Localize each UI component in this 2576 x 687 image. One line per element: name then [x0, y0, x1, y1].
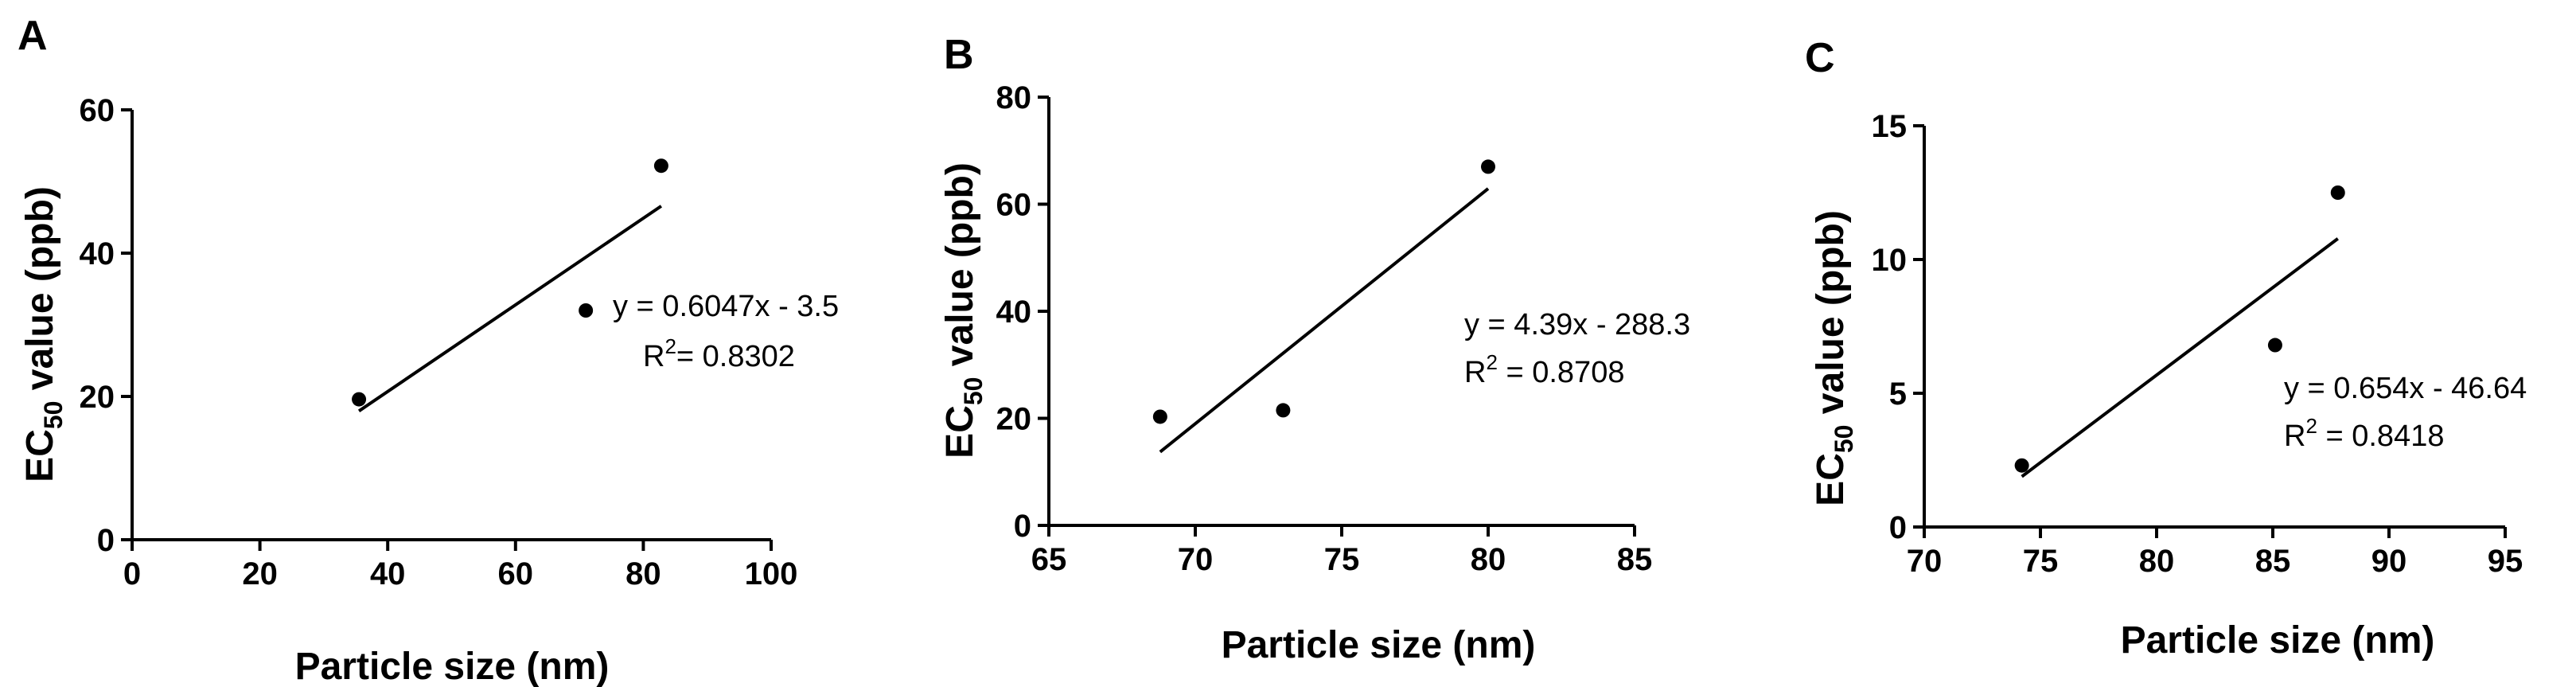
- panel-c-y-tick-label: 10: [1872, 243, 1908, 278]
- panel-c-x-axis-label: Particle size (nm): [2121, 619, 2435, 662]
- panel-c-r2: R2 = 0.8418: [2284, 414, 2444, 453]
- panel-a-r2: R2= 0.8302: [643, 334, 795, 373]
- panel-c-r2-sup: 2: [2305, 414, 2317, 438]
- panel-a-y-tick-label: 0: [97, 523, 115, 558]
- panel-b-data-point: [1481, 159, 1495, 174]
- panel-a: A 0 20 40 60 80 100 0 20 40 60 Particle size (nm)…: [18, 13, 839, 687]
- panel-a-x-tick-label: 20: [242, 556, 278, 591]
- panel-c-data-point: [2014, 458, 2029, 473]
- panel-b-x-axis-label: Particle size (nm): [1222, 624, 1536, 666]
- panel-a-y-label-sub: 50: [39, 401, 68, 430]
- panel-b-r2-sup: 2: [1486, 350, 1497, 374]
- panel-b-y-tick-label: 0: [1014, 509, 1031, 544]
- panel-c-x-tick-label: 85: [2255, 544, 2291, 579]
- panel-a-equation: y = 0.6047x - 3.5: [613, 290, 839, 323]
- panel-b-y-label-sub: 50: [959, 377, 988, 406]
- panel-c-regression-line: [2021, 237, 2339, 478]
- panel-c-y-label-sub: 50: [1830, 425, 1858, 454]
- panel-b-y-label-rest: value (ppb): [939, 162, 981, 377]
- panel-c-x-tick-label: 95: [2488, 544, 2523, 579]
- panel-c-y-axis-label: EC50 value (ppb): [1810, 210, 1858, 506]
- panel-b-x-tick-label: 80: [1471, 542, 1506, 577]
- panel-b-y-tick-label: 20: [996, 402, 1032, 437]
- panel-a-regression-line: [357, 205, 663, 412]
- panel-a-x-tick-label: 60: [498, 556, 534, 591]
- panel-a-plot-area: 0 20 40 60 80 100 0 20 40 60: [80, 93, 798, 591]
- panel-a-y-tick-label: 40: [80, 236, 115, 271]
- panel-b-y-tick-label: 80: [996, 80, 1032, 115]
- panel-b-data-point: [1276, 403, 1291, 418]
- panel-a-x-tick-label: 80: [625, 556, 661, 591]
- panel-b-x-tick-label: 75: [1324, 542, 1360, 577]
- panel-a-x-axis-label: Particle size (nm): [295, 646, 610, 687]
- panel-b-x-tick-label: 85: [1617, 542, 1653, 577]
- panel-a-r2-value: = 0.8302: [676, 340, 795, 373]
- panel-c-x-tick-label: 90: [2371, 544, 2407, 579]
- panel-b-x-tick-label: 70: [1178, 542, 1214, 577]
- panel-b-r2: R2 = 0.8708: [1464, 350, 1624, 389]
- panel-c-plot-area: 70 75 80 85 90 95 0 5 10 15: [1872, 109, 2523, 579]
- panel-b: B 65 70 75 80 85 0 20 40 60 80 Particle size (nm)…: [939, 32, 1690, 666]
- panel-b-regression-line: [1159, 187, 1490, 454]
- panel-a-y-label-rest: value (ppb): [19, 186, 61, 400]
- panel-a-y-label-main: EC: [19, 429, 61, 482]
- panel-b-y-tick-label: 40: [996, 295, 1032, 330]
- panel-c-letter: C: [1805, 35, 1835, 81]
- panel-b-letter: B: [944, 32, 974, 78]
- panel-c-y-tick-label: 15: [1872, 109, 1908, 144]
- panel-b-r2-prefix: R: [1464, 356, 1486, 389]
- panel-a-y-axis-label: EC50 value (ppb): [19, 186, 68, 482]
- panel-b-plot-area: 65 70 75 80 85 0 20 40 60 80: [996, 80, 1653, 577]
- panel-a-r2-sup: 2: [664, 334, 676, 358]
- panel-a-data-point: [579, 303, 594, 318]
- panel-a-data-point: [653, 158, 668, 174]
- panel-c-y-label-rest: value (ppb): [1810, 210, 1852, 424]
- panel-a-data-point: [352, 392, 367, 407]
- panel-c-r2-prefix: R: [2284, 420, 2305, 453]
- panel-a-y-tick-label: 60: [80, 93, 115, 128]
- panel-c-y-tick-label: 5: [1889, 377, 1907, 412]
- panel-a-letter: A: [18, 13, 48, 59]
- panel-b-y-tick-label: 60: [996, 188, 1032, 223]
- panel-c-y-tick-label: 0: [1889, 510, 1907, 545]
- panel-c-data-point: [2330, 185, 2345, 200]
- panel-b-data-point: [1152, 409, 1167, 424]
- panel-b-equation: y = 4.39x - 288.3: [1464, 308, 1690, 342]
- panel-b-r2-value: = 0.8708: [1498, 356, 1625, 389]
- panel-b-y-axis-label: EC50 value (ppb): [939, 162, 988, 459]
- panel-c-x-tick-label: 70: [1907, 544, 1943, 579]
- panel-a-x-tick-label: 40: [370, 556, 406, 591]
- panel-a-x-tick-label: 0: [123, 556, 141, 591]
- panel-c-equation: y = 0.654x - 46.64: [2284, 372, 2527, 405]
- panel-c-data-point: [2267, 338, 2282, 353]
- panel-b-y-label-main: EC: [939, 405, 981, 459]
- panel-c-x-tick-label: 80: [2139, 544, 2175, 579]
- panel-a-x-tick-label: 100: [745, 556, 798, 591]
- panel-a-r2-prefix: R: [643, 340, 664, 373]
- panel-c-y-label-main: EC: [1810, 453, 1852, 506]
- panel-c-x-tick-label: 75: [2023, 544, 2059, 579]
- panel-a-y-tick-label: 20: [80, 380, 115, 415]
- panel-c-r2-value: = 0.8418: [2317, 420, 2445, 453]
- panel-b-x-tick-label: 65: [1031, 542, 1067, 577]
